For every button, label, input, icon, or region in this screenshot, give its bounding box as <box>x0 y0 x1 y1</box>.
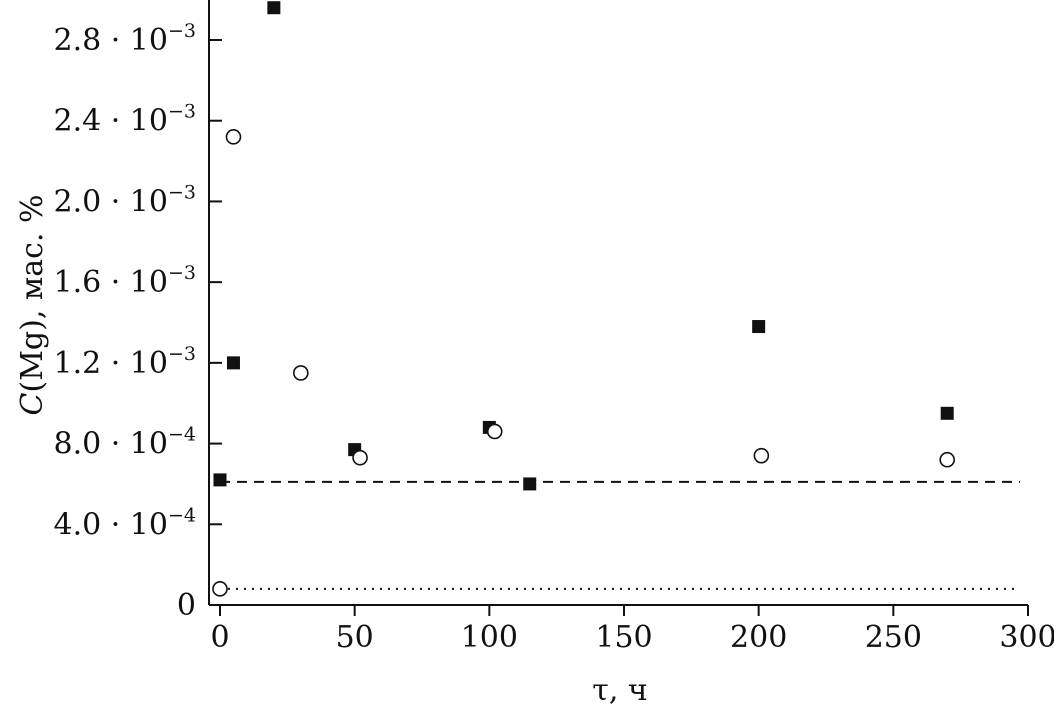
x-tick-label: 0 <box>210 620 229 655</box>
y-axis-label-var: C <box>15 392 50 415</box>
data-point-circle <box>352 449 368 466</box>
data-point-square <box>523 477 537 491</box>
data-point-circle <box>225 129 242 145</box>
y-tick-exponent: −4 <box>168 424 196 446</box>
y-tick-label: 1.2 · 10−3 <box>53 343 196 381</box>
x-tick-label: 300 <box>999 620 1054 655</box>
reference-lines <box>220 480 1020 590</box>
x-tick-label: 200 <box>730 620 787 655</box>
y-tick-label: 4.0 · 10−4 <box>53 504 196 542</box>
x-tick-label: 150 <box>595 620 652 655</box>
y-tick-mantissa: 1.2 · 10 <box>53 346 168 381</box>
y-tick-label: 1.6 · 10−3 <box>53 262 196 300</box>
y-tick-mantissa: 2.4 · 10 <box>53 104 168 139</box>
y-tick-mantissa: 0 <box>177 588 196 623</box>
y-tick-label: 0 <box>177 588 196 623</box>
data-point-square <box>226 356 240 370</box>
y-tick-mantissa: 4.0 · 10 <box>53 507 168 542</box>
data-point-square <box>213 473 227 487</box>
y-tick-mantissa: 2.0 · 10 <box>53 184 168 219</box>
x-tick-label: 100 <box>461 620 518 655</box>
y-tick-mantissa: 2.8 · 10 <box>53 23 168 58</box>
data-point-circle <box>292 365 309 381</box>
data-point-square <box>267 1 281 15</box>
y-tick-label: 2.8 · 10−3 <box>53 20 196 58</box>
y-tick-mantissa: 8.0 · 10 <box>53 427 168 462</box>
y-tick-exponent: −3 <box>168 20 196 42</box>
axes <box>208 0 1029 616</box>
data-point-square <box>940 406 954 420</box>
y-tick-mantissa: 1.6 · 10 <box>53 265 168 300</box>
y-axis-label-rest: (Mg), мас. % <box>15 195 50 393</box>
y-tick-label: 2.4 · 10−3 <box>53 101 196 139</box>
y-tick-exponent: −3 <box>168 262 196 284</box>
y-tick-exponent: −4 <box>168 504 196 526</box>
data-point-circle <box>753 447 770 464</box>
data-point-circle <box>486 423 503 440</box>
data-point-circle <box>212 581 228 597</box>
data-point-circle <box>939 451 956 468</box>
y-tick-exponent: −3 <box>168 181 196 203</box>
y-tick-exponent: −3 <box>168 101 196 123</box>
x-axis-label: τ, ч <box>592 673 648 708</box>
x-tick-label: 250 <box>865 620 922 655</box>
x-tick-label: 50 <box>336 620 374 655</box>
y-axis-label: C(Mg), мас. % <box>15 195 50 416</box>
y-tick-label: 2.0 · 10−3 <box>53 181 196 219</box>
data-point-square <box>752 320 766 334</box>
y-tick-exponent: −3 <box>168 343 196 365</box>
data-marks <box>212 1 956 597</box>
y-tick-label: 8.0 · 10−4 <box>53 424 196 462</box>
